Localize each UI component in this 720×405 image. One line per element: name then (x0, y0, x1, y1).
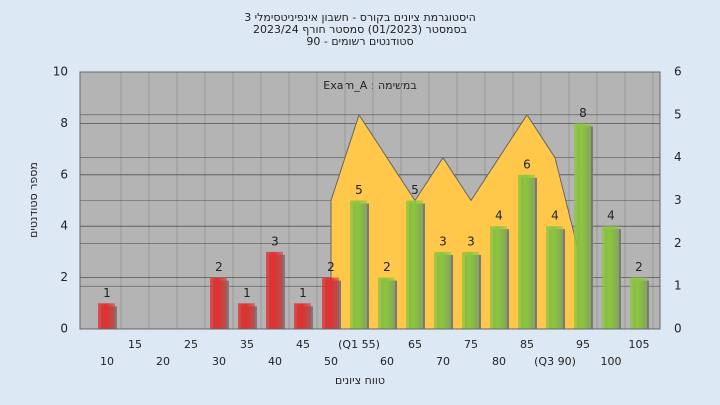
value-label: 3 (271, 234, 279, 248)
value-label: 4 (495, 209, 503, 223)
y-axis-label: מספר סטודנטים (27, 162, 40, 238)
value-label: 2 (635, 260, 643, 274)
bar (434, 251, 451, 329)
x-tick-label: 60 (380, 355, 394, 368)
y2-tick-label: 6 (674, 65, 682, 79)
bar (210, 277, 227, 329)
plot-border (79, 71, 661, 330)
x-tick-label: 40 (268, 355, 282, 368)
x-tick-label: 105 (629, 338, 650, 351)
value-label: 1 (243, 286, 251, 300)
bar (546, 226, 563, 329)
x-tick-label: 95 (576, 338, 590, 351)
bar (406, 200, 423, 329)
x-tick-label: 80 (492, 355, 506, 368)
bar (462, 251, 479, 329)
value-label: 2 (215, 260, 223, 274)
x-tick-label: 70 (436, 355, 450, 368)
value-label: 1 (103, 286, 111, 300)
value-label: 4 (607, 209, 615, 223)
x-tick-label: (Q1 55) (338, 338, 380, 351)
x-tick-label: 35 (240, 338, 254, 351)
bar (630, 277, 647, 329)
x-tick-label: 20 (156, 355, 170, 368)
x-tick-label: 85 (520, 338, 534, 351)
bar (294, 303, 311, 329)
y-tick-label: 4 (60, 219, 68, 233)
y2-tick-label: 0 (674, 322, 682, 336)
bar (98, 303, 115, 329)
x-axis-label: טווח ציונים (335, 374, 385, 387)
y2-tick-label: 5 (674, 107, 682, 121)
y-tick-label: 2 (60, 270, 68, 284)
chart-subtitle: סטודנטים רשומים - 90 (306, 35, 413, 48)
value-label: 6 (523, 157, 531, 171)
x-tick-label: 75 (464, 338, 478, 351)
y-tick-label: 6 (60, 167, 68, 181)
chart-title: היסטוגרמת ציונים בקורס - חשבון אינפיניטס… (244, 11, 476, 24)
value-label: 5 (355, 183, 363, 197)
y-tick-label: 0 (60, 322, 68, 336)
x-tick-label: (Q3 90) (534, 355, 576, 368)
bar (238, 303, 255, 329)
y2-tick-label: 4 (674, 150, 682, 164)
bar (490, 226, 507, 329)
bar (350, 200, 367, 329)
bar (322, 277, 339, 329)
x-tick-label: 65 (408, 338, 422, 351)
value-label: 2 (327, 260, 335, 274)
y2-tick-label: 1 (674, 279, 682, 293)
annotation: במשימה : Exam_A (323, 79, 416, 92)
bar (266, 251, 283, 329)
value-label: 3 (439, 234, 447, 248)
value-label: 1 (299, 286, 307, 300)
value-label: 8 (579, 106, 587, 120)
y2-tick-label: 3 (674, 193, 682, 207)
value-label: 3 (467, 234, 475, 248)
y2-tick-label: 2 (674, 236, 682, 250)
y-tick-label: 8 (60, 116, 68, 130)
value-label: 4 (551, 209, 559, 223)
bar (378, 277, 395, 329)
x-tick-label: 100 (601, 355, 622, 368)
x-tick-label: 50 (324, 355, 338, 368)
chart-subtitle: בסמסטר (01/2023) סמסטר חורף 2023/24 (253, 23, 467, 36)
bar (518, 174, 535, 329)
x-tick-label: 45 (296, 338, 310, 351)
bar (602, 226, 619, 329)
y-tick-label: 10 (53, 65, 68, 79)
x-tick-label: 15 (128, 338, 142, 351)
bar (574, 123, 591, 330)
value-label: 2 (383, 260, 391, 274)
x-tick-label: 10 (100, 355, 114, 368)
x-tick-label: 25 (184, 338, 198, 351)
value-label: 5 (411, 183, 419, 197)
x-tick-label: 30 (212, 355, 226, 368)
